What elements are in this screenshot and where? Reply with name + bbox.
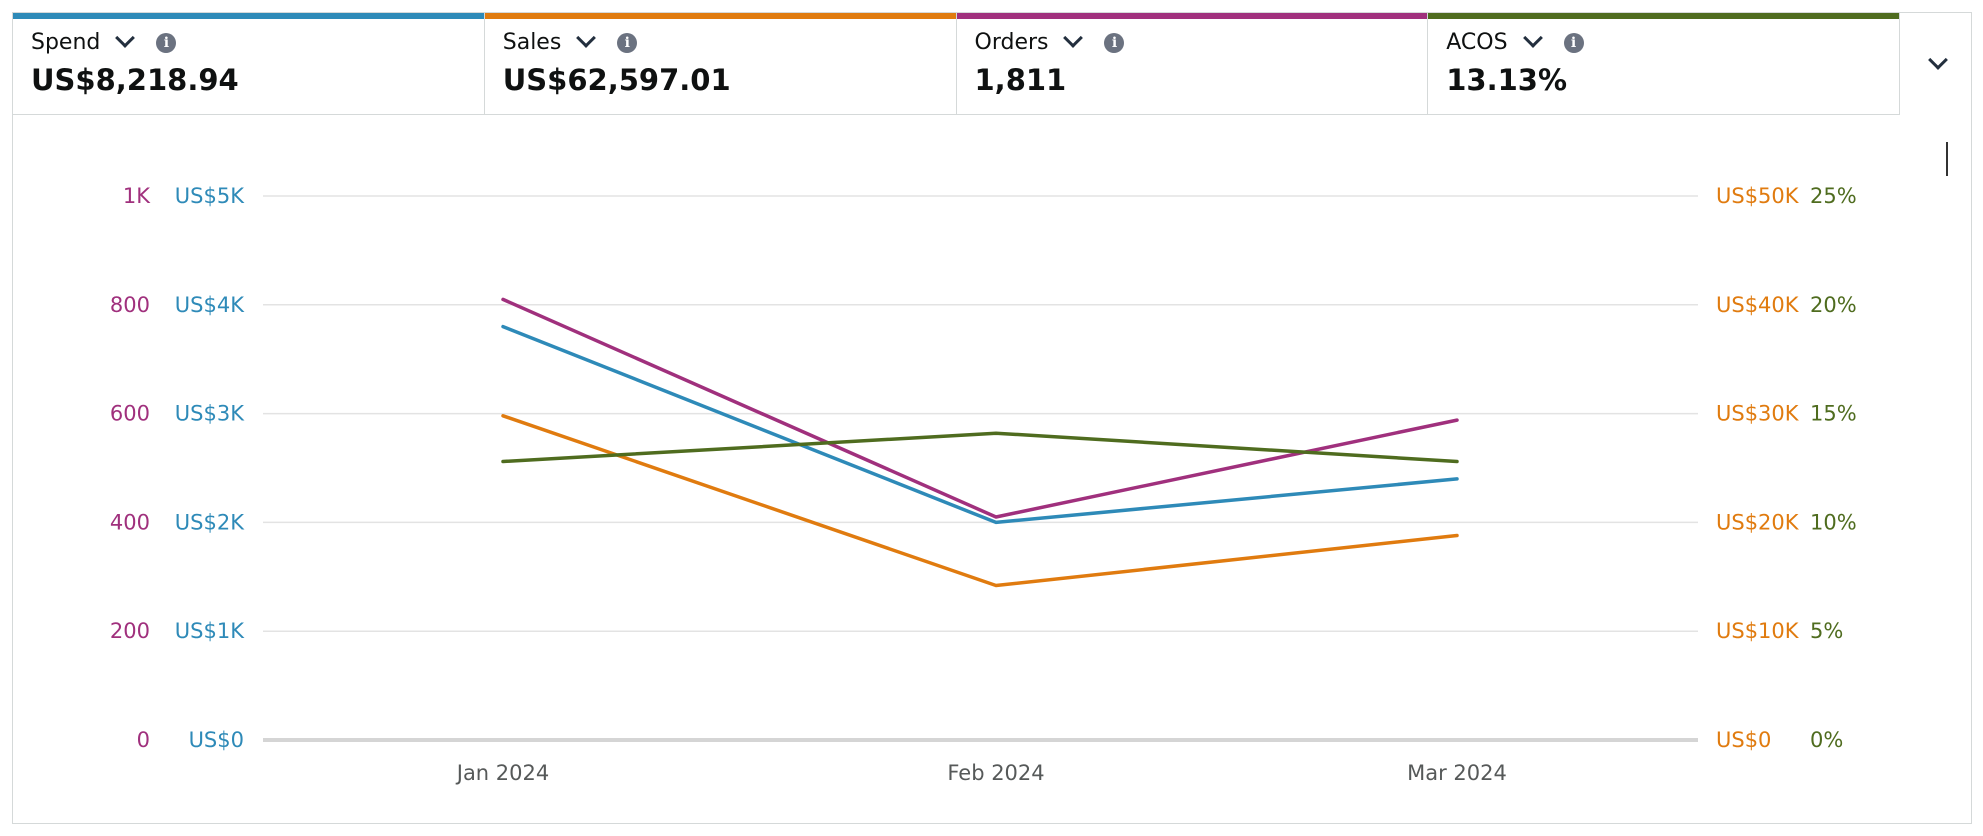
text-cursor — [1946, 142, 1948, 176]
chevron-down-icon[interactable] — [115, 28, 136, 48]
expand-metrics-button[interactable] — [1920, 48, 1956, 80]
info-icon[interactable]: i — [617, 33, 638, 53]
metric-tile-sales[interactable]: Sales i US$62,597.01 — [484, 13, 957, 115]
info-icon[interactable]: i — [1104, 33, 1125, 53]
metric-label: Spend — [31, 29, 101, 55]
metric-tile-orders[interactable]: Orders i 1,811 — [956, 13, 1429, 115]
metric-color-bar — [13, 13, 484, 19]
metric-tile-spend[interactable]: Spend i US$8,218.94 — [13, 13, 485, 115]
metric-label: ACOS — [1446, 29, 1508, 55]
metric-value: US$8,218.94 — [31, 63, 239, 97]
metric-label: Orders — [974, 29, 1049, 55]
metric-color-bar — [1428, 13, 1899, 19]
metric-value: 13.13% — [1446, 63, 1568, 97]
info-icon[interactable]: i — [1563, 33, 1584, 53]
info-icon[interactable]: i — [156, 33, 177, 53]
metric-tile-acos[interactable]: ACOS i 13.13% — [1428, 13, 1900, 115]
chevron-down-icon[interactable] — [576, 28, 597, 48]
chevron-down-icon — [1928, 50, 1948, 70]
chevron-down-icon[interactable] — [1063, 28, 1084, 48]
metric-value: US$62,597.01 — [502, 63, 731, 97]
metric-label: Sales — [502, 29, 562, 55]
metric-color-bar — [484, 13, 956, 19]
metric-tiles: Spend i US$8,218.94 Sales i US$62,597.01… — [13, 13, 1900, 115]
chevron-down-icon[interactable] — [1522, 28, 1543, 48]
metric-color-bar — [956, 13, 1428, 19]
chart-panel — [12, 12, 1972, 824]
metric-value: 1,811 — [974, 63, 1067, 97]
